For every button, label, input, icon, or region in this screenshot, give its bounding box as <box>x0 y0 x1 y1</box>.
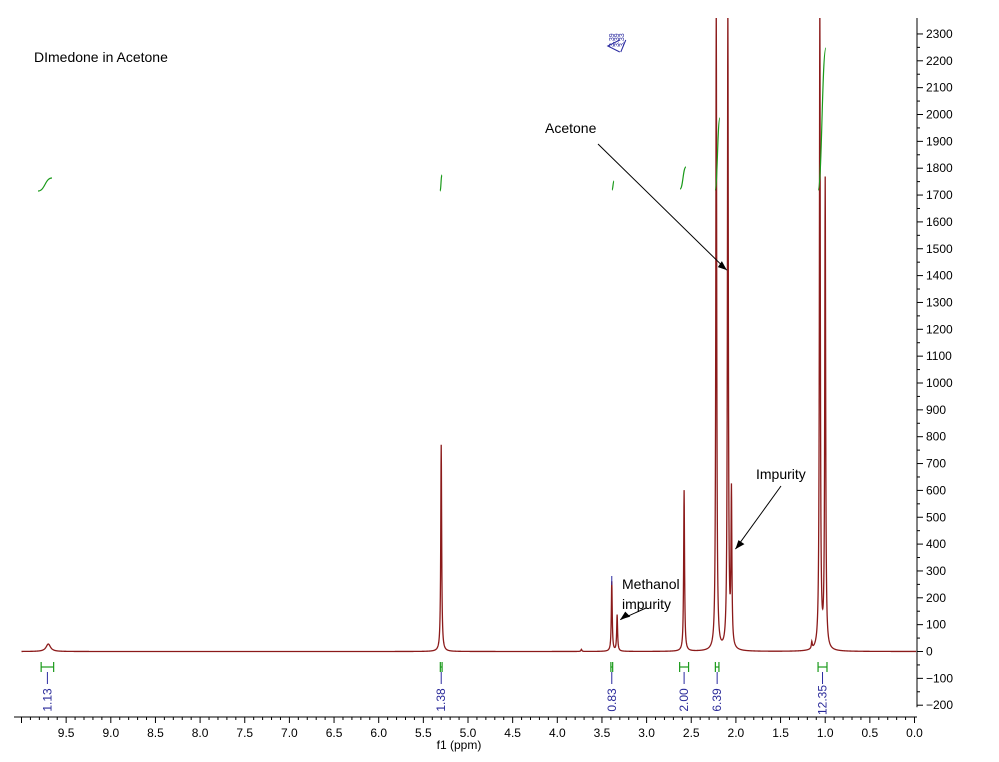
annotation-methanol: Methanol <box>622 576 680 592</box>
y-tick-label: 2000 <box>926 108 953 122</box>
integral-value: 6.39 <box>710 688 724 712</box>
annotation-arrow <box>735 485 782 550</box>
integral-value: 1.38 <box>434 688 448 712</box>
integral-value: 2.00 <box>677 688 691 712</box>
integral-value: 1.13 <box>40 688 54 712</box>
integral-value: 12.35 <box>816 685 830 715</box>
y-tick-label: 1500 <box>926 242 953 256</box>
y-tick-label: 500 <box>926 510 946 524</box>
annotation-acetone: Acetone <box>545 120 597 136</box>
x-tick-label: 1.5 <box>772 726 789 740</box>
peak-label-connector <box>606 39 627 53</box>
x-tick-label: 6.0 <box>370 726 387 740</box>
x-tick-label: 8.0 <box>192 726 209 740</box>
x-tick-label: 5.5 <box>415 726 432 740</box>
y-tick-label: 1200 <box>926 322 953 336</box>
y-tick-label: 1100 <box>926 349 952 363</box>
x-tick-label: 4.0 <box>549 726 566 740</box>
y-tick-label: −100 <box>926 671 953 685</box>
arrow-head <box>717 261 727 271</box>
x-tick-label: 9.0 <box>102 726 119 740</box>
x-tick-label: 0.0 <box>906 726 923 740</box>
y-tick-label: 1400 <box>926 269 953 283</box>
y-tick-label: 700 <box>926 457 946 471</box>
x-tick-label: 1.0 <box>817 726 834 740</box>
x-tick-label: 4.5 <box>504 726 521 740</box>
chart-title: DImedone in Acetone <box>34 49 168 65</box>
y-tick-label: 1300 <box>926 295 953 309</box>
annotation-arrow <box>597 143 728 271</box>
integral-curve <box>817 47 827 191</box>
y-tick-label: 800 <box>926 430 946 444</box>
y-tick-label: 900 <box>926 403 946 417</box>
x-tick-label: 8.5 <box>147 726 164 740</box>
x-tick-label: 3.0 <box>638 726 655 740</box>
integral-value: 0.83 <box>605 688 619 712</box>
x-axis-label: f1 (ppm) <box>437 738 482 752</box>
x-tick-label: 6.5 <box>326 726 343 740</box>
y-tick-label: 2100 <box>926 81 953 95</box>
x-tick-label: 3.5 <box>594 726 611 740</box>
x-tick-label: 2.5 <box>683 726 700 740</box>
y-tick-label: 1900 <box>926 134 953 148</box>
y-tick-label: 1000 <box>926 376 953 390</box>
integral-curve <box>714 117 721 191</box>
plot-area: 1.13 1.38 0.83 2.00 6.39 12.353.393.393.33Ace… <box>14 18 953 740</box>
y-tick-label: 2300 <box>926 27 953 41</box>
peak-label: 3.33 <box>619 33 626 47</box>
x-tick-label: 5.0 <box>460 726 477 740</box>
peak-label: 3.39 <box>614 33 621 47</box>
y-tick-label: 600 <box>926 483 946 497</box>
arrow-head <box>735 540 745 550</box>
y-tick-label: 1600 <box>926 215 953 229</box>
y-tick-label: 100 <box>926 618 946 632</box>
peak-label: 3.39 <box>609 33 616 47</box>
integral-curve <box>611 180 615 191</box>
annotation-methanol-impurity: impurity <box>622 596 671 612</box>
y-tick-label: 2200 <box>926 54 953 68</box>
integral-curve <box>439 174 443 192</box>
x-tick-label: 0.5 <box>862 726 879 740</box>
integral-curve <box>37 177 53 192</box>
y-tick-label: 200 <box>926 591 946 605</box>
y-tick-label: 1800 <box>926 161 953 175</box>
arrow-head <box>620 611 631 620</box>
y-tick-label: −200 <box>926 698 953 712</box>
y-tick-label: 1700 <box>926 188 953 202</box>
x-tick-label: 7.0 <box>281 726 298 740</box>
x-tick-label: 9.5 <box>58 726 75 740</box>
annotation-impurity: Impurity <box>756 466 806 482</box>
x-tick-label: 2.0 <box>728 726 745 740</box>
x-tick-label: 7.5 <box>236 726 253 740</box>
spectrum-trace <box>21 18 917 653</box>
y-tick-label: 300 <box>926 564 946 578</box>
y-tick-label: 400 <box>926 537 946 551</box>
y-tick-label: 0 <box>926 645 933 659</box>
integral-curve <box>679 166 687 190</box>
